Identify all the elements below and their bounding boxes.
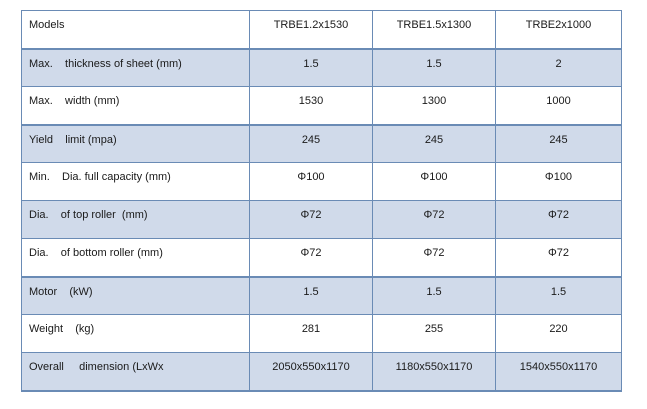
value-cell: Φ72 <box>372 238 496 277</box>
cell-value: 1.5 <box>303 285 319 298</box>
cell-value: Φ100 <box>297 171 325 183</box>
cell-value: 1.5 <box>303 57 319 70</box>
cell-value: 1300 <box>421 95 447 107</box>
row-label-cell: Max. width (mm) <box>21 86 250 125</box>
value-cell: Φ72 <box>495 238 622 277</box>
row-label-cell: Max. thickness of sheet (mm) <box>21 48 250 87</box>
value-cell: 245 <box>249 124 373 163</box>
cell-value: 245 <box>549 133 568 146</box>
cell-value: 245 <box>301 133 321 146</box>
table-row: Overall dimension (LxWx 2050x550x1170 11… <box>21 352 622 391</box>
row-label: Dia. of top roller (mm) <box>29 209 148 221</box>
value-cell: Φ100 <box>249 162 373 201</box>
header-row: Models TRBE1.2x1530 TRBE1.5x1300 TRBE2x1… <box>21 10 622 49</box>
value-cell: 245 <box>372 124 496 163</box>
cell-value: Φ72 <box>300 247 322 259</box>
row-label-cell: Overall dimension (LxWx <box>21 352 250 391</box>
cell-value: Φ100 <box>420 171 448 183</box>
cell-value: 2 <box>555 57 562 70</box>
row-label: Yield limit (mpa) <box>29 133 117 146</box>
table-row: Yield limit (mpa) 245 245 245 <box>21 124 622 163</box>
row-label-cell: Min. Dia. full capacity (mm) <box>21 162 250 201</box>
cell-value: 281 <box>301 323 321 335</box>
value-cell: 1180x550x1170 <box>372 352 496 391</box>
cell-value: Φ72 <box>547 209 569 221</box>
cell-value: 1540x550x1170 <box>519 361 598 373</box>
value-cell: 220 <box>495 314 622 353</box>
header-label: Models <box>29 19 65 31</box>
table-row: Dia. of bottom roller (mm) Φ72 Φ72 Φ72 <box>21 238 622 277</box>
table-row: Min. Dia. full capacity (mm) Φ100 Φ100 Φ… <box>21 162 622 201</box>
table-row: Max. thickness of sheet (mm) 1.5 1.5 2 <box>21 48 622 87</box>
cell-value: 2050x550x1170 <box>272 361 350 373</box>
row-label-cell: Dia. of bottom roller (mm) <box>21 238 250 277</box>
header-label: TRBE1.5x1300 <box>396 19 472 31</box>
cell-value: 1000 <box>546 95 571 107</box>
value-cell: Φ72 <box>372 200 496 239</box>
cell-value: Φ72 <box>423 247 445 259</box>
table-row: Weight (kg) 281 255 220 <box>21 314 622 353</box>
value-cell: Φ100 <box>372 162 496 201</box>
cell-value: Φ72 <box>300 209 322 221</box>
row-label-cell: Motor (kW) <box>21 276 250 315</box>
value-cell: Φ72 <box>249 200 373 239</box>
value-cell: 245 <box>495 124 622 163</box>
value-cell: Φ100 <box>495 162 622 201</box>
row-label: Max. width (mm) <box>29 95 120 107</box>
value-cell: 1000 <box>495 86 622 125</box>
header-cell-model-3: TRBE2x1000 <box>495 10 622 49</box>
row-label-cell: Dia. of top roller (mm) <box>21 200 250 239</box>
table-row: Dia. of top roller (mm) Φ72 Φ72 Φ72 <box>21 200 622 239</box>
row-label: Max. thickness of sheet (mm) <box>29 57 182 70</box>
cell-value: 1.5 <box>426 285 442 298</box>
cell-value: 1.5 <box>550 285 567 298</box>
cell-value: 245 <box>424 133 444 146</box>
row-label-cell: Yield limit (mpa) <box>21 124 250 163</box>
value-cell: Φ72 <box>249 238 373 277</box>
cell-value: 255 <box>424 323 444 335</box>
value-cell: 2 <box>495 48 622 87</box>
value-cell: 281 <box>249 314 373 353</box>
header-cell-models: Models <box>21 10 250 49</box>
row-label: Weight (kg) <box>29 323 95 335</box>
value-cell: 2050x550x1170 <box>249 352 373 391</box>
row-label: Min. Dia. full capacity (mm) <box>29 171 171 183</box>
row-label-cell: Weight (kg) <box>21 314 250 353</box>
value-cell: 255 <box>372 314 496 353</box>
cell-value: 220 <box>549 323 568 335</box>
row-label: Motor (kW) <box>29 285 93 298</box>
cell-value: 1530 <box>298 95 324 107</box>
value-cell: 1.5 <box>372 276 496 315</box>
value-cell: 1.5 <box>249 48 373 87</box>
value-cell: 1.5 <box>372 48 496 87</box>
row-label: Dia. of bottom roller (mm) <box>29 247 163 259</box>
header-label: TRBE2x1000 <box>525 19 592 31</box>
cell-value: 1.5 <box>426 57 442 70</box>
cell-value: 1180x550x1170 <box>395 361 473 373</box>
value-cell: 1.5 <box>249 276 373 315</box>
value-cell: Φ72 <box>495 200 622 239</box>
cell-value: Φ72 <box>547 247 569 259</box>
value-cell: 1.5 <box>495 276 622 315</box>
header-cell-model-1: TRBE1.2x1530 <box>249 10 373 49</box>
header-label: TRBE1.2x1530 <box>273 19 349 31</box>
table-row: Max. width (mm) 1530 1300 1000 <box>21 86 622 125</box>
cell-value: Φ100 <box>544 171 573 183</box>
cell-value: Φ72 <box>423 209 445 221</box>
table-row: Motor (kW) 1.5 1.5 1.5 <box>21 276 622 315</box>
row-label: Overall dimension (LxWx <box>29 361 164 373</box>
spec-table: Models TRBE1.2x1530 TRBE1.5x1300 TRBE2x1… <box>21 10 622 392</box>
value-cell: 1530 <box>249 86 373 125</box>
header-cell-model-2: TRBE1.5x1300 <box>372 10 496 49</box>
value-cell: 1540x550x1170 <box>495 352 622 391</box>
value-cell: 1300 <box>372 86 496 125</box>
